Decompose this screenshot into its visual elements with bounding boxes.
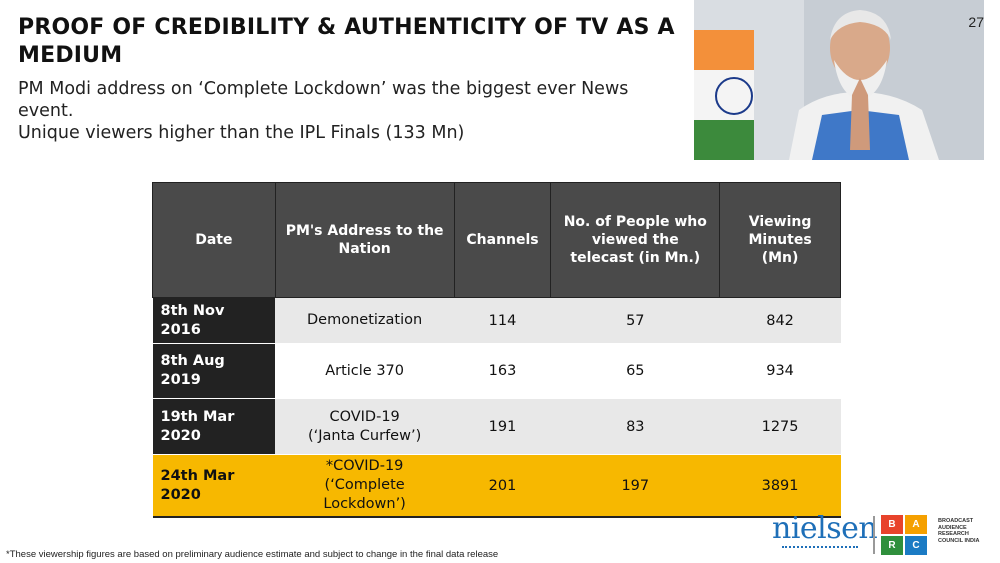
cell-date: 8th Nov 2016	[152, 297, 276, 344]
table-row: 8th Nov 2016 Demonetization 114 57 842	[152, 297, 841, 344]
slide-title: PROOF OF CREDIBILITY & AUTHENTICITY OF T…	[18, 15, 675, 68]
barc-letter-c: C	[905, 536, 927, 555]
cell-viewers: 83	[550, 398, 720, 455]
subtitle-line-2: Unique viewers higher than the IPL Final…	[18, 123, 465, 143]
subtitle-line-1: PM Modi address on ‘Complete Lockdown’ w…	[18, 79, 629, 121]
page-number: 27	[968, 14, 984, 30]
cell-date: 24th Mar 2020	[152, 454, 276, 518]
barc-letter-r: R	[881, 536, 903, 555]
col-header-address: PM's Address to the Nation	[274, 182, 455, 298]
col-header-date: Date	[152, 182, 276, 298]
cell-channels: 191	[454, 398, 551, 455]
cell-minutes: 3891	[719, 454, 841, 518]
cell-channels: 201	[454, 454, 551, 518]
address-text: Article 370	[325, 362, 405, 379]
address-text: COVID-19	[329, 408, 400, 425]
cell-viewers: 197	[550, 454, 720, 518]
cell-channels: 114	[454, 297, 551, 344]
cell-date: 19th Mar 2020	[152, 398, 276, 455]
col-header-channels: Channels	[453, 182, 552, 298]
table-header-row: Date PM's Address to the Nation Channels…	[152, 182, 841, 298]
cell-viewers: 65	[550, 343, 720, 399]
pm-photo-illustration	[694, 0, 984, 160]
address-viewership-table: Date PM's Address to the Nation Channels…	[152, 182, 841, 518]
barc-letter-b: B	[881, 515, 903, 534]
cell-viewers: 57	[550, 297, 720, 344]
cell-address: Article 370	[275, 343, 455, 399]
cell-address: *COVID-19 (‘Complete Lockdown’)	[275, 454, 455, 518]
pm-address-photo	[694, 0, 984, 160]
barc-logo: B A R C	[881, 515, 927, 555]
logo-divider	[873, 516, 875, 554]
nielsen-logo: nielsen	[772, 511, 878, 546]
table-row: 8th Aug 2019 Article 370 163 65 934	[152, 343, 841, 399]
address-text: *COVID-19	[325, 458, 404, 474]
cell-channels: 163	[454, 343, 551, 399]
nielsen-logo-dots	[782, 546, 858, 549]
address-text: Demonetization	[307, 312, 423, 328]
cell-minutes: 1275	[719, 398, 841, 455]
col-header-minutes: Viewing Minutes (Mn)	[719, 182, 841, 298]
barc-letter-a: A	[905, 515, 927, 534]
footnote: *These viewership figures are based on p…	[6, 549, 499, 560]
table-row: 19th Mar 2020 COVID-19 (‘Janta Curfew’) …	[152, 398, 841, 455]
cell-date: 8th Aug 2019	[152, 343, 276, 399]
table-row-highlighted: 24th Mar 2020 *COVID-19 (‘Complete Lockd…	[152, 454, 841, 518]
cell-address: Demonetization	[275, 297, 455, 344]
cell-minutes: 934	[719, 343, 841, 399]
address-subtext: (‘Complete Lockdown’)	[323, 477, 406, 512]
slide-subtitle: PM Modi address on ‘Complete Lockdown’ w…	[18, 78, 688, 144]
address-subtext: (‘Janta Curfew’)	[308, 427, 422, 444]
barc-logo-text: BROADCAST AUDIENCE RESEARCH COUNCIL INDI…	[938, 518, 980, 544]
cell-address: COVID-19 (‘Janta Curfew’)	[275, 398, 455, 455]
cell-minutes: 842	[719, 297, 841, 344]
col-header-viewers: No. of People who viewed the telecast (i…	[550, 182, 721, 298]
